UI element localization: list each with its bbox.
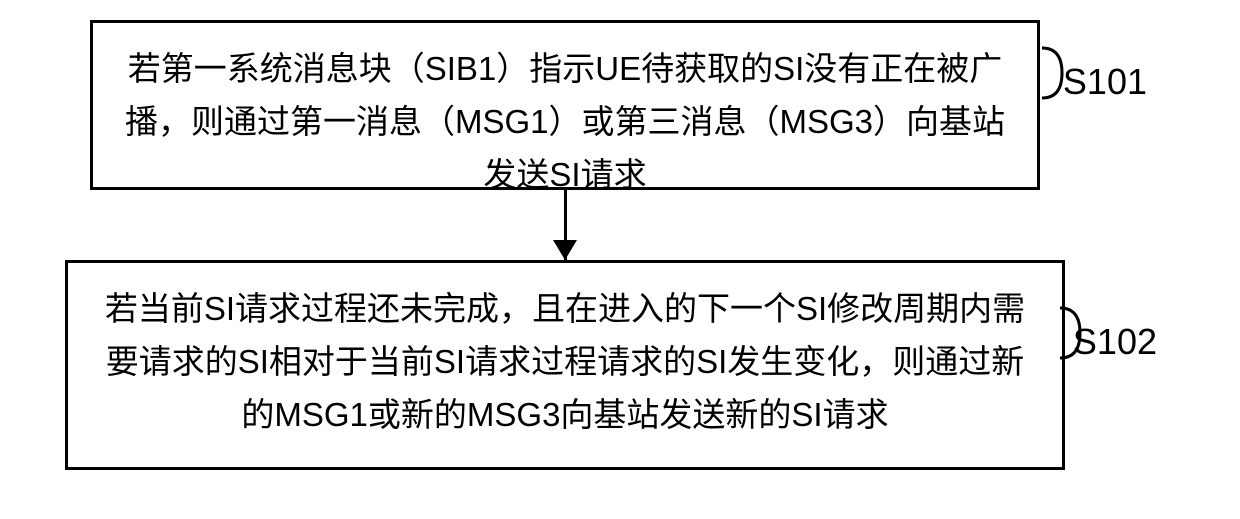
flowchart-step-1: S101 若第一系统消息块（SIB1）指示UE待获取的SI没有正在被广播，则通过… xyxy=(90,20,1040,190)
step-label-2: S102 xyxy=(1073,313,1157,371)
step-label-1: S101 xyxy=(1063,53,1147,111)
flowchart-arrow-1 xyxy=(90,190,1040,260)
step-text-1: 若第一系统消息块（SIB1）指示UE待获取的SI没有正在被广播，则通过第一消息（… xyxy=(123,43,1007,201)
flowchart-step-2: S102 若当前SI请求过程还未完成，且在进入的下一个SI修改周期内需要请求的S… xyxy=(65,260,1065,470)
flowchart-container: S101 若第一系统消息块（SIB1）指示UE待获取的SI没有正在被广播，则通过… xyxy=(60,20,1180,470)
step-text-2: 若当前SI请求过程还未完成，且在进入的下一个SI修改周期内需要请求的SI相对于当… xyxy=(98,283,1032,441)
arrow-head xyxy=(553,240,577,260)
